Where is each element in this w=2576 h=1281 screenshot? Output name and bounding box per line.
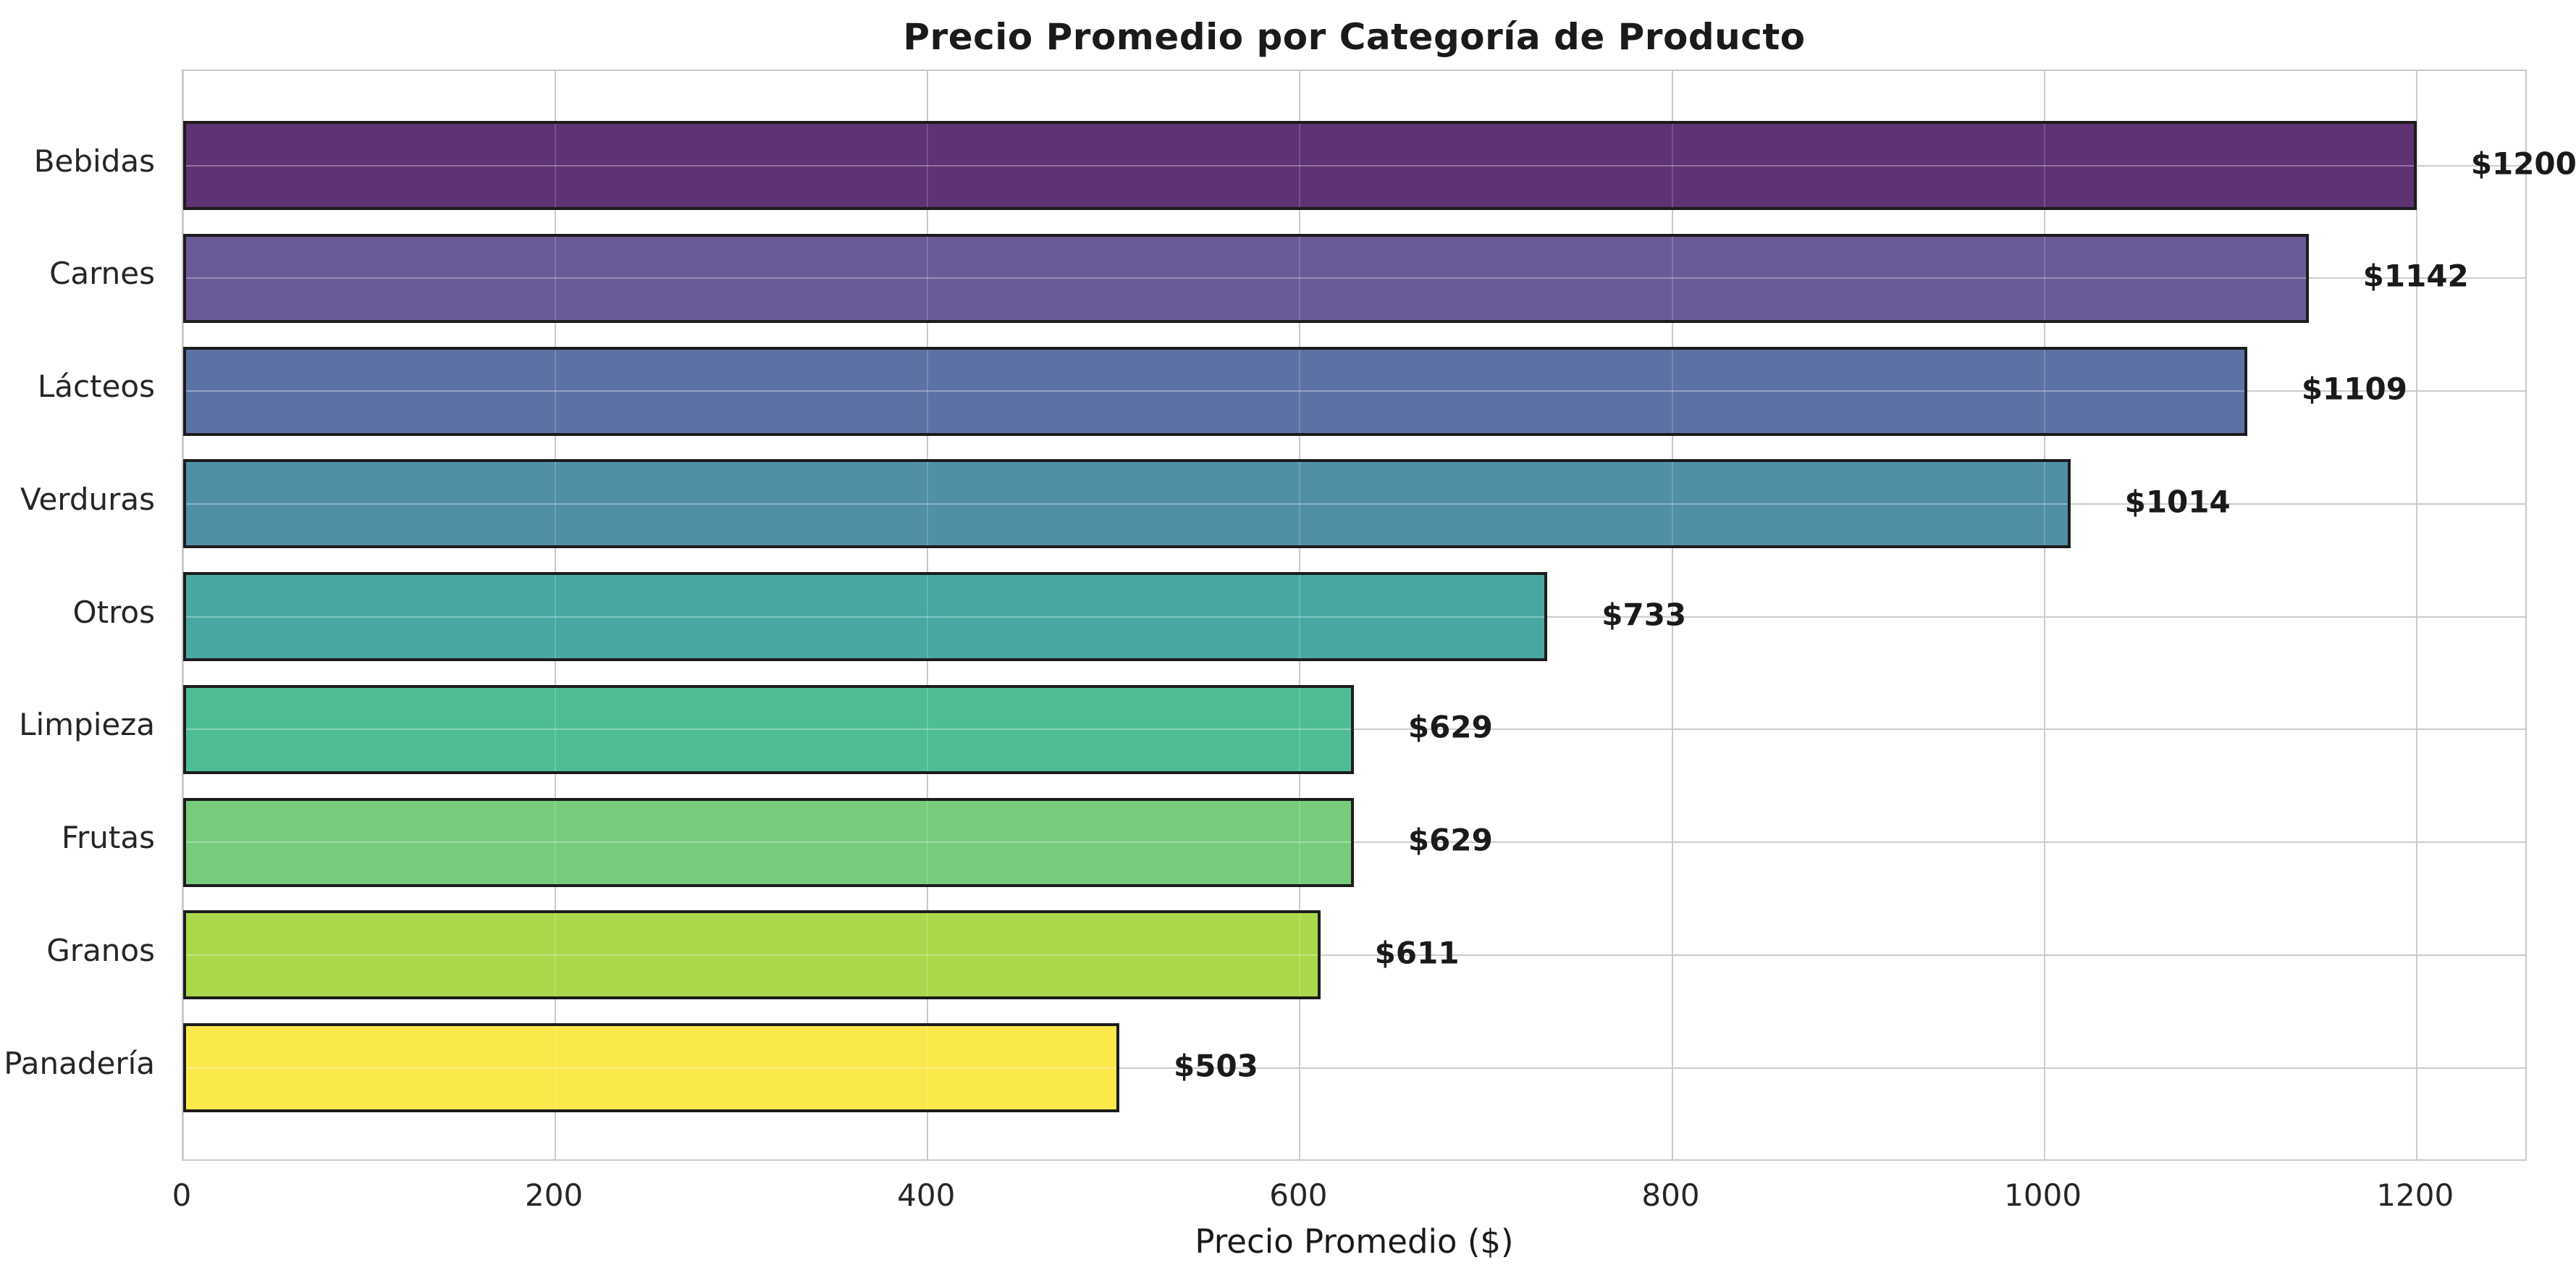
bar-gridline-overlay-v xyxy=(927,687,929,771)
bar-gridline-overlay-v xyxy=(927,913,929,997)
x-tick-label-1000: 1000 xyxy=(2004,1177,2082,1213)
bar-gridline-overlay-v xyxy=(555,124,557,207)
category-label-2: Lácteos xyxy=(37,369,155,405)
bar-gridline-overlay-v xyxy=(1299,687,1301,771)
bar-gridline-overlay-v xyxy=(1671,349,1673,433)
bar-gridline-overlay xyxy=(186,616,1545,618)
category-label-1: Carnes xyxy=(49,256,155,292)
bar-gridline-overlay xyxy=(186,390,2244,392)
category-label-8: Panadería xyxy=(4,1045,155,1081)
value-label-7: $611 xyxy=(1374,935,1460,971)
category-label-7: Granos xyxy=(46,932,155,968)
x-tick-label-200: 200 xyxy=(525,1177,584,1213)
value-label-0: $1200 xyxy=(2470,146,2576,182)
bar-gridline-overlay-v xyxy=(1299,913,1301,997)
x-gridline-1200 xyxy=(2415,71,2417,1159)
category-label-0: Bebidas xyxy=(33,143,155,179)
y-gridline-8 xyxy=(183,1067,2525,1069)
bar-gridline-overlay-v xyxy=(555,462,557,546)
category-label-5: Limpieza xyxy=(19,707,155,743)
value-label-1: $1142 xyxy=(2362,258,2469,294)
value-label-8: $503 xyxy=(1174,1048,1258,1084)
bar-gridline-overlay-v xyxy=(555,913,557,997)
bar-gridline-overlay xyxy=(186,954,1318,956)
bar-lacteos xyxy=(183,346,2247,436)
bar-verduras xyxy=(183,459,2071,549)
x-tick-label-0: 0 xyxy=(172,1177,192,1213)
bar-gridline-overlay-v xyxy=(2043,349,2045,433)
bar-gridline-overlay-v xyxy=(927,1026,929,1110)
bar-gridline-overlay xyxy=(186,841,1351,844)
bar-gridline-overlay-v xyxy=(1671,124,1673,207)
bar-limpieza xyxy=(183,684,1354,774)
value-label-6: $629 xyxy=(1407,822,1493,858)
category-label-3: Verduras xyxy=(20,481,155,517)
value-label-5: $629 xyxy=(1407,709,1493,745)
bar-gridline-overlay-v xyxy=(927,575,929,659)
bar-gridline-overlay-v xyxy=(1299,349,1301,433)
bar-gridline-overlay-v xyxy=(927,124,929,207)
bar-gridline-overlay-v xyxy=(555,349,557,433)
bar-otros xyxy=(183,572,1548,662)
bar-bebidas xyxy=(183,121,2417,210)
bar-gridline-overlay-v xyxy=(2043,462,2045,546)
value-label-4: $733 xyxy=(1601,597,1687,633)
y-gridline-7 xyxy=(183,954,2525,956)
bar-gridline-overlay-v xyxy=(555,800,557,884)
chart-title: Precio Promedio por Categoría de Product… xyxy=(903,16,1806,58)
bar-gridline-overlay-v xyxy=(927,236,929,320)
x-tick-label-600: 600 xyxy=(1269,1177,1328,1213)
value-label-2: $1109 xyxy=(2301,371,2407,407)
x-axis-label: Precio Promedio ($) xyxy=(1195,1222,1514,1261)
bar-gridline-overlay xyxy=(186,503,2068,505)
plot-area xyxy=(182,70,2527,1161)
bar-gridline-overlay-v xyxy=(927,800,929,884)
x-tick-label-400: 400 xyxy=(897,1177,956,1213)
bar-gridline-overlay xyxy=(186,728,1351,731)
category-label-6: Frutas xyxy=(61,820,155,856)
bar-gridline-overlay xyxy=(186,164,2414,167)
bar-gridline-overlay-v xyxy=(1299,800,1301,884)
bar-gridline-overlay-v xyxy=(2043,236,2045,320)
bar-gridline-overlay-v xyxy=(927,349,929,433)
bar-gridline-overlay-v xyxy=(1299,462,1301,546)
bar-gridline-overlay-v xyxy=(2043,124,2045,207)
x-tick-label-1200: 1200 xyxy=(2376,1177,2454,1213)
bar-gridline-overlay-v xyxy=(1671,236,1673,320)
bar-gridline-overlay-v xyxy=(555,1026,557,1110)
bar-frutas xyxy=(183,797,1354,887)
bar-carnes xyxy=(183,233,2309,323)
x-tick-label-800: 800 xyxy=(1641,1177,1700,1213)
bar-gridline-overlay-v xyxy=(1299,236,1301,320)
bar-panaderia xyxy=(183,1023,1120,1113)
bar-gridline-overlay-v xyxy=(927,462,929,546)
bar-gridline-overlay-v xyxy=(1299,124,1301,207)
bar-gridline-overlay-v xyxy=(555,687,557,771)
category-label-4: Otros xyxy=(72,594,155,630)
bar-gridline-overlay-v xyxy=(1299,575,1301,659)
bar-gridline-overlay xyxy=(186,277,2306,280)
x-gridline-800 xyxy=(1671,71,1673,1159)
bar-gridline-overlay-v xyxy=(555,236,557,320)
bar-gridline-overlay-v xyxy=(1671,462,1673,546)
bar-granos xyxy=(183,910,1321,1000)
x-gridline-1000 xyxy=(2043,71,2045,1159)
y-gridline-5 xyxy=(183,728,2525,731)
bar-gridline-overlay xyxy=(186,1067,1117,1069)
bar-gridline-overlay-v xyxy=(555,575,557,659)
y-gridline-6 xyxy=(183,841,2525,844)
value-label-3: $1014 xyxy=(2124,484,2231,520)
